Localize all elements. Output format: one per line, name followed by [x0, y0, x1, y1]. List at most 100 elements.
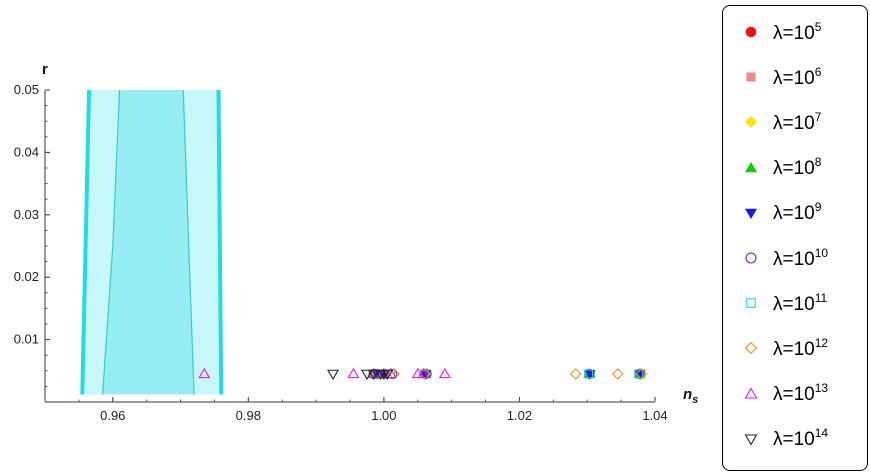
legend-item-lambda-1e8: λ=108 — [741, 151, 821, 185]
legend-label-base: λ=10 — [773, 22, 815, 44]
legend-label: λ=1014 — [773, 426, 828, 451]
legend-label-exponent: 11 — [814, 290, 828, 305]
legend-marker-shape — [745, 252, 757, 264]
legend-item-lambda-1e11: λ=1011 — [741, 286, 827, 320]
legend-label-base: λ=10 — [773, 338, 815, 360]
legend-label-base: λ=10 — [773, 203, 815, 225]
legend-label-base: λ=10 — [773, 112, 815, 134]
legend-label-exponent: 13 — [814, 381, 829, 396]
data-point-lambda-1e13 — [367, 367, 380, 379]
legend-marker-square-filled-icon — [746, 72, 756, 82]
legend-label-base: λ=10 — [773, 384, 815, 406]
data-point-lambda-1e11 — [634, 369, 644, 379]
x-tick-label: 0.96 — [100, 408, 125, 423]
x-tick-label: 1.02 — [507, 408, 532, 423]
legend-label: λ=1012 — [773, 336, 828, 361]
legend-label: λ=107 — [773, 110, 821, 135]
region-inner-left-edge — [102, 89, 121, 395]
legend-marker-triangle-down-filled-icon — [744, 208, 758, 219]
legend-marker-triangle-down-open-icon — [744, 434, 758, 446]
legend-label-exponent: 6 — [814, 64, 822, 79]
legend-item-lambda-1e6: λ=106 — [741, 60, 821, 94]
legend-item-lambda-1e12: λ=1012 — [741, 331, 828, 365]
chart-svg: 0.96 0.98 1.00 1.02 1.04 0.010.020.030.040.0… — [14, 61, 699, 423]
y-tick-label: 0.05 — [14, 82, 39, 97]
legend-marker-triangle-up-open-icon — [744, 386, 758, 399]
data-point-lambda-1e13 — [438, 367, 451, 379]
legend-marker-shape — [744, 342, 758, 355]
legend-marker-circle-open-icon — [745, 252, 757, 264]
legend-label-base: λ=10 — [773, 67, 815, 89]
data-point-lambda-1e13 — [198, 367, 211, 379]
legend-marker-triangle-up-filled-icon — [744, 161, 758, 172]
data-point-lambda-1e14 — [327, 369, 340, 381]
legend-label-exponent: 9 — [814, 200, 822, 215]
x-axis-title-sub: s — [692, 394, 698, 406]
y-tick-label: 0.03 — [14, 207, 39, 222]
legend-label-base: λ=10 — [773, 158, 815, 180]
data-point-lambda-1e13 — [417, 367, 430, 379]
region-inner-fill — [102, 90, 195, 395]
legend: λ=105 λ=106 λ=107 λ=108 λ=109 λ=1010 λ=1011 λ=1… — [722, 5, 868, 471]
x-tick-label: 1.04 — [642, 408, 667, 423]
region-inner-right-edge — [182, 89, 195, 395]
legend-marker-circle-filled-icon — [745, 26, 757, 38]
y-axis-title: r — [42, 61, 48, 78]
x-tick-label: 1.00 — [371, 408, 396, 423]
data-point-lambda-1e13 — [377, 367, 390, 379]
legend-label-base: λ=10 — [773, 429, 815, 451]
legend-marker-shape — [745, 116, 757, 129]
y-tick-label: 0.02 — [14, 269, 39, 284]
legend-marker-diamond-open-icon — [744, 342, 758, 355]
legend-marker-diamond-filled-icon — [745, 116, 757, 129]
data-point-lambda-1e12 — [569, 368, 582, 380]
legend-marker-shape — [746, 298, 756, 308]
y-tick-label: 0.01 — [14, 332, 39, 347]
legend-marker-shape — [744, 434, 758, 446]
legend-label: λ=106 — [773, 65, 821, 90]
data-point-lambda-1e10 — [421, 368, 432, 380]
legend-item-lambda-1e9: λ=109 — [741, 196, 821, 230]
region-outer-left-edge — [80, 89, 92, 395]
x-ticks: 0.96 0.98 1.00 1.02 1.04 — [44, 397, 668, 423]
x-axis-title: ns — [683, 386, 698, 406]
data-point-lambda-1e11 — [584, 369, 594, 379]
legend-item-lambda-1e13: λ=1013 — [741, 377, 828, 411]
legend-label-exponent: 12 — [814, 335, 829, 350]
legend-marker-shape — [744, 208, 758, 219]
data-point-lambda-1e14 — [367, 369, 380, 381]
data-point-lambda-1e12 — [611, 368, 624, 380]
data-point-lambda-1e12 — [635, 368, 648, 380]
legend-label-base: λ=10 — [773, 248, 815, 270]
legend-label-exponent: 7 — [814, 109, 822, 124]
y-tick-label: 0.04 — [14, 144, 39, 159]
legend-marker-square-open-icon — [746, 298, 756, 308]
x-tick-label: 0.98 — [236, 408, 261, 423]
legend-label-exponent: 8 — [814, 155, 822, 170]
data-point-lambda-1e13 — [347, 367, 360, 379]
region-outer-right-edge — [216, 89, 224, 395]
legend-label: λ=1013 — [773, 381, 828, 406]
legend-label: λ=105 — [773, 20, 821, 45]
confidence-regions — [80, 89, 224, 395]
legend-marker-shape — [746, 72, 756, 82]
legend-item-lambda-1e10: λ=1010 — [741, 241, 828, 275]
y-ticks: 0.01 0.02 0.03 0.04 0.05 — [14, 82, 50, 387]
legend-label: λ=1011 — [773, 291, 827, 316]
legend-item-lambda-1e14: λ=1014 — [741, 422, 828, 456]
legend-marker-shape — [745, 26, 757, 38]
legend-label-exponent: 5 — [814, 19, 822, 34]
data-point-lambda-1e14 — [360, 369, 373, 381]
x-axis-title-main: n — [683, 386, 692, 403]
legend-label-exponent: 14 — [814, 426, 829, 441]
legend-label-exponent: 10 — [814, 245, 829, 260]
data-point-lambda-1e14 — [381, 369, 394, 381]
legend-item-lambda-1e7: λ=107 — [741, 105, 821, 139]
legend-marker-shape — [744, 161, 758, 172]
legend-marker-shape — [744, 386, 758, 399]
legend-label: λ=1010 — [773, 246, 828, 271]
legend-label-base: λ=10 — [773, 293, 815, 315]
data-points — [198, 367, 648, 381]
data-point-lambda-1e13 — [384, 367, 397, 379]
legend-label: λ=109 — [773, 200, 821, 225]
